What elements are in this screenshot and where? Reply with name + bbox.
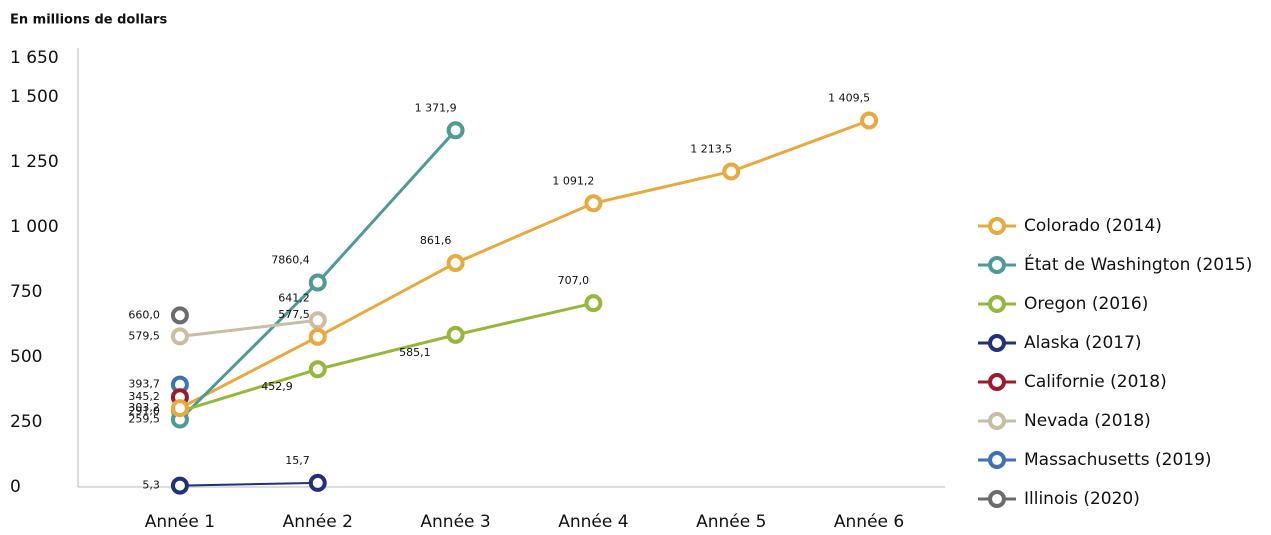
data-label: 291,0 <box>128 404 160 417</box>
chart-title: En millions de dollars <box>10 13 167 28</box>
legend-label: Californie (2018) <box>1024 372 1167 392</box>
legend-label: Alaska (2017) <box>1024 333 1142 353</box>
point-marker <box>308 473 327 492</box>
point-marker <box>170 476 189 495</box>
data-label: 585,1 <box>399 346 431 359</box>
point-marker <box>446 325 465 344</box>
data-label: 5,3 <box>142 479 160 492</box>
data-label: 15,7 <box>285 454 310 467</box>
point-marker <box>308 273 327 292</box>
legend-marker <box>988 412 1006 430</box>
data-label: 641,2 <box>278 291 310 304</box>
y-tick-label: 1 250 <box>10 152 59 172</box>
y-tick-label: 0 <box>10 477 21 497</box>
y-tick-label: 750 <box>10 282 42 302</box>
x-tick-label: Année 6 <box>834 512 904 532</box>
data-label: 707,0 <box>558 274 590 287</box>
data-label: 1 371,9 <box>415 101 457 114</box>
y-tick-label: 1 500 <box>10 87 59 107</box>
legend-label: Nevada (2018) <box>1024 411 1151 431</box>
legend-marker <box>988 373 1006 391</box>
point-marker <box>170 327 189 346</box>
legend-marker <box>988 451 1006 469</box>
point-marker <box>308 311 327 330</box>
data-label: 1 409,5 <box>828 92 870 105</box>
data-label: 660,0 <box>128 308 160 321</box>
x-tick-label: Année 1 <box>145 512 215 532</box>
legend-label: Illinois (2020) <box>1024 489 1140 509</box>
legend-label: Colorado (2014) <box>1024 216 1162 236</box>
legend-label: Massachusetts (2019) <box>1024 450 1212 470</box>
point-marker <box>584 194 603 213</box>
data-label: 577,5 <box>278 308 310 321</box>
data-label: 259,5 <box>128 413 160 426</box>
point-marker <box>170 306 189 325</box>
series-line <box>179 481 318 487</box>
legend-marker <box>988 217 1006 235</box>
data-label: 579,5 <box>128 329 160 342</box>
series-line <box>179 301 594 413</box>
point-marker <box>308 360 327 379</box>
y-tick-label: 1 650 <box>10 48 59 68</box>
data-label: 861,6 <box>420 234 452 247</box>
data-label: 1 091,2 <box>552 174 594 187</box>
y-tick-label: 1 000 <box>10 217 59 237</box>
point-marker <box>584 294 603 313</box>
legend-marker <box>988 295 1006 313</box>
series-line <box>179 119 870 410</box>
legend-label: État de Washington (2015) <box>1024 253 1252 275</box>
legend-marker <box>988 490 1006 508</box>
point-marker <box>722 162 741 181</box>
x-tick-label: Année 5 <box>696 512 766 532</box>
legend-label: Oregon (2016) <box>1024 294 1148 314</box>
data-label: 303,2 <box>128 401 160 414</box>
x-tick-label: Année 2 <box>283 512 353 532</box>
data-label: 452,9 <box>261 380 293 393</box>
legend-marker <box>988 334 1006 352</box>
data-label: 393,7 <box>128 378 160 391</box>
point-marker <box>170 399 189 418</box>
x-tick-label: Année 4 <box>558 512 628 532</box>
point-marker <box>308 327 327 346</box>
point-marker <box>446 121 465 140</box>
point-marker <box>446 253 465 272</box>
x-tick-label: Année 3 <box>420 512 490 532</box>
data-label: 1 213,5 <box>690 142 732 155</box>
point-marker <box>860 111 879 130</box>
data-label: 7860,4 <box>271 254 310 267</box>
y-tick-label: 250 <box>10 412 42 432</box>
data-label: 345,2 <box>128 390 160 403</box>
series-line <box>179 318 318 338</box>
legend-marker <box>988 256 1006 274</box>
y-tick-label: 500 <box>10 347 42 367</box>
